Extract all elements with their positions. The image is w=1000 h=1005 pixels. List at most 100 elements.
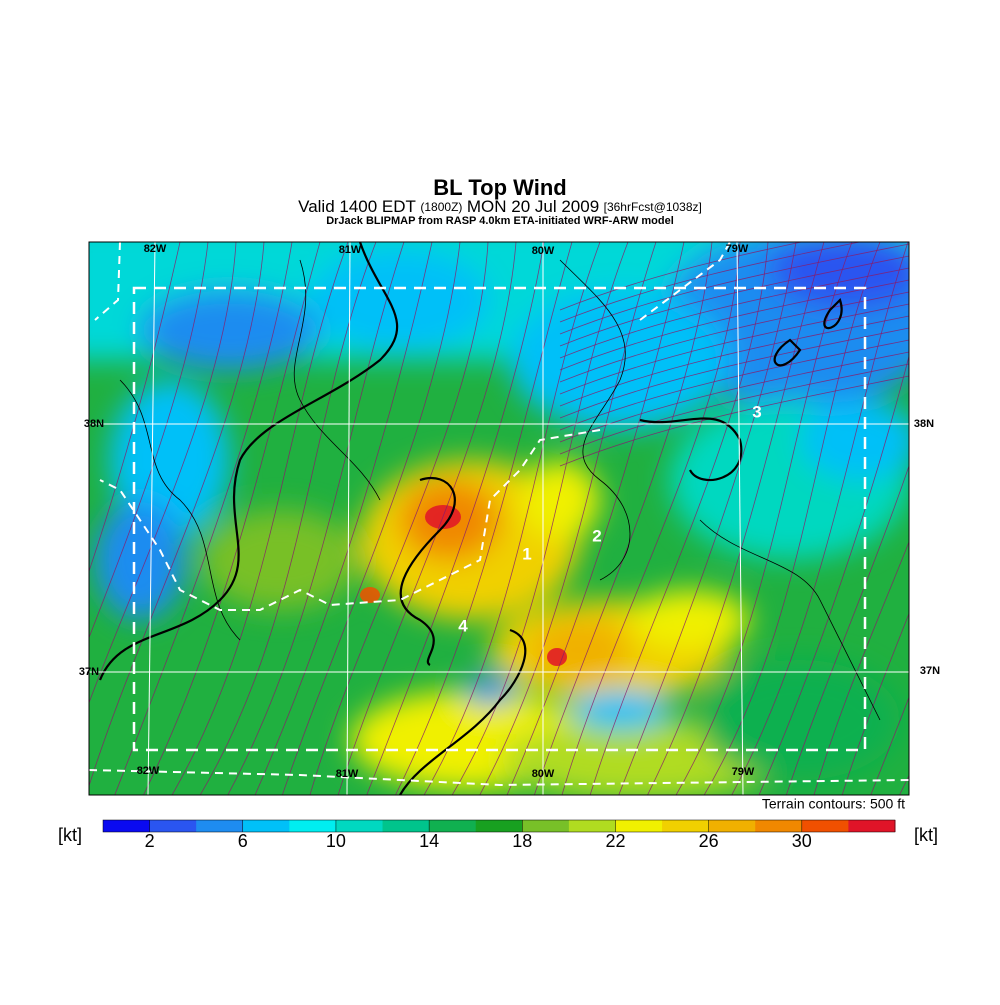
streamline [559, 279, 909, 371]
lon-label: 81W [339, 244, 362, 256]
streamline [423, 242, 601, 795]
map-frame [88, 241, 910, 796]
streamline [559, 303, 909, 395]
colorbar: 2 6 10 14 18 22 26 30 [102, 819, 896, 851]
streamline [142, 242, 321, 795]
streamline [559, 351, 909, 443]
colorbar-tick-label: 10 [326, 831, 346, 851]
lon-label: 79W [726, 243, 749, 255]
colorbar-bin [196, 820, 244, 832]
terrain-contours [98, 242, 843, 795]
lon-label: 80W [532, 768, 555, 780]
colorbar-frame [102, 819, 896, 833]
wind-streamlines [89, 242, 1000, 802]
terrain-note: Terrain contours: 500 ft [762, 796, 905, 812]
colorbar-tick-label: 2 [145, 831, 155, 851]
colorbar-tick-label: 6 [238, 831, 248, 851]
streamline [89, 242, 237, 705]
streamline [366, 242, 545, 795]
forecast: [36hrFcst@1038z] [604, 200, 702, 214]
max-spot [547, 648, 567, 666]
credit: DrJack BLIPMAP from RASP 4.0km ETA-initi… [326, 215, 674, 227]
streamline [647, 242, 825, 795]
streamline [559, 242, 804, 311]
streamline [533, 242, 713, 795]
streamline [758, 354, 909, 795]
colorbar-tick-label: 30 [792, 831, 812, 851]
streamline [171, 242, 349, 795]
colorbar-bin [289, 820, 337, 832]
streamline [559, 375, 909, 467]
colorbar-bin [801, 820, 849, 832]
streamline [561, 242, 741, 795]
point-label: 4 [458, 616, 468, 635]
colorbar-bin [149, 820, 197, 832]
colorbar-bin [755, 820, 803, 832]
streamline [506, 242, 685, 795]
streamline [337, 242, 517, 795]
lat-label: 37N [79, 666, 99, 678]
colorbar-bin [568, 820, 616, 832]
graticule [89, 242, 909, 795]
streamline [785, 464, 909, 795]
point-label: 2 [592, 526, 601, 545]
streamline [703, 242, 881, 795]
streamline [870, 696, 909, 795]
colorbar-unit: [kt] [914, 825, 938, 845]
streamline [114, 242, 293, 795]
colorbar-bin [429, 820, 477, 832]
streamline [924, 242, 1000, 802]
streamline [559, 242, 862, 323]
subtitle: Valid 1400 EDT (1800Z) MON 20 Jul 2009 [… [298, 197, 702, 216]
streamline [281, 242, 461, 795]
streamline [395, 242, 573, 795]
point-labels: 1 2 3 4 [458, 402, 761, 635]
streamline [559, 339, 909, 431]
colorbar-tick-label: 14 [419, 831, 439, 851]
streamline [479, 242, 657, 795]
streamline [559, 363, 909, 455]
streamline [559, 315, 909, 407]
streamline [309, 242, 489, 795]
colorbar-bin [522, 820, 570, 832]
colorbar-bin [103, 820, 151, 832]
streamline [199, 242, 377, 795]
streamline [559, 291, 909, 383]
streamline [589, 242, 769, 795]
lat-label: 37N [920, 665, 940, 677]
streamline [559, 267, 909, 359]
domain-box [132, 286, 867, 752]
lon-label: 81W [336, 768, 359, 780]
lon-label: 79W [732, 766, 755, 778]
date: MON 20 Jul 2009 [467, 197, 599, 216]
streamline [813, 541, 909, 795]
lon-label: 82W [144, 243, 167, 255]
colorbar-bin [335, 820, 384, 832]
colorbar-bin [848, 820, 896, 832]
map-field [89, 242, 1000, 802]
streamline [227, 242, 405, 795]
lat-label: 38N [84, 418, 104, 430]
lon-label: 80W [532, 245, 555, 257]
valid-time: Valid 1400 EDT [298, 197, 416, 216]
streamline [559, 255, 909, 347]
colorbar-bin [242, 820, 290, 832]
streamline [899, 774, 909, 795]
streamline [559, 243, 909, 335]
streamline [89, 242, 181, 573]
point-label: 3 [752, 402, 761, 421]
colorbar-tick-label: 22 [605, 831, 625, 851]
map-labels: 82W 81W 80W 79W 82W 81W 80W 79W 38N 37N … [79, 243, 940, 780]
colorbar-bin [615, 820, 663, 832]
colorbar-tick-label: 26 [699, 831, 719, 851]
colorbar-bin [662, 820, 710, 832]
utc-time: (1800Z) [420, 200, 462, 214]
colorbar-unit: [kt] [58, 825, 82, 845]
colorbar-bin [475, 820, 523, 832]
max-spot [360, 587, 380, 603]
terrain-contours-thin [119, 259, 881, 721]
streamline [451, 242, 629, 795]
state-borders [89, 242, 909, 787]
lat-label: 38N [914, 418, 934, 430]
